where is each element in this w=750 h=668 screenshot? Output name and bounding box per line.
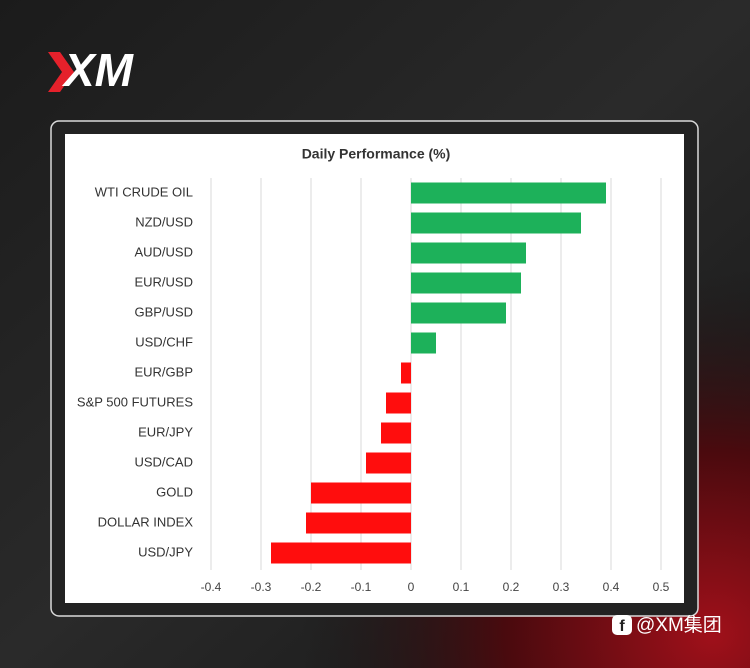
- y-tick-label: GBP/USD: [134, 304, 193, 319]
- x-tick-label: 0.1: [453, 580, 470, 594]
- plot: -0.4 -0.3 -0.2 -0.1 0 0.1 0.2 0.3 0.4 0.5 WTI CRUD…: [77, 178, 670, 594]
- x-tick-label: -0.3: [251, 580, 272, 594]
- bar: [386, 392, 411, 414]
- y-tick-label: S&P 500 FUTURES: [77, 394, 193, 409]
- bar: [366, 452, 411, 474]
- bar: [411, 272, 521, 294]
- logo: XM: [61, 44, 135, 96]
- y-tick-label: USD/JPY: [138, 544, 193, 559]
- bar: [271, 542, 411, 564]
- bar: [411, 242, 526, 264]
- bar: [401, 362, 411, 384]
- y-tick-label: EUR/JPY: [138, 424, 193, 439]
- x-tick-label: -0.1: [351, 580, 372, 594]
- bar: [311, 482, 411, 504]
- x-tick-label: -0.2: [301, 580, 322, 594]
- bar: [411, 182, 606, 204]
- bar: [411, 332, 436, 354]
- fb-icon-letter: f: [619, 618, 625, 635]
- chart-title: Daily Performance (%): [302, 146, 451, 162]
- bar: [411, 212, 581, 234]
- y-tick-label: DOLLAR INDEX: [98, 514, 194, 529]
- x-tick-label: 0.2: [503, 580, 520, 594]
- x-tick-label: 0: [408, 580, 415, 594]
- y-tick-label: EUR/USD: [134, 274, 193, 289]
- fb-icon: [612, 615, 632, 635]
- x-tick-label: 0.5: [653, 580, 670, 594]
- y-tick-label: EUR/GBP: [134, 364, 193, 379]
- x-tick-label: 0.3: [553, 580, 570, 594]
- bar: [306, 512, 411, 534]
- watermark: @XM集团: [636, 614, 722, 636]
- y-tick-label: USD/CHF: [135, 334, 193, 349]
- bar: [411, 302, 506, 324]
- y-tick-label: GOLD: [156, 484, 193, 499]
- x-tick-label: 0.4: [603, 580, 620, 594]
- y-tick-label: WTI CRUDE OIL: [95, 184, 193, 199]
- y-tick-label: AUD/USD: [134, 244, 193, 259]
- bar: [381, 422, 411, 444]
- logo-mark: [48, 52, 74, 92]
- y-tick-label: USD/CAD: [134, 454, 193, 469]
- y-tick-label: NZD/USD: [135, 214, 193, 229]
- x-tick-label: -0.4: [201, 580, 222, 594]
